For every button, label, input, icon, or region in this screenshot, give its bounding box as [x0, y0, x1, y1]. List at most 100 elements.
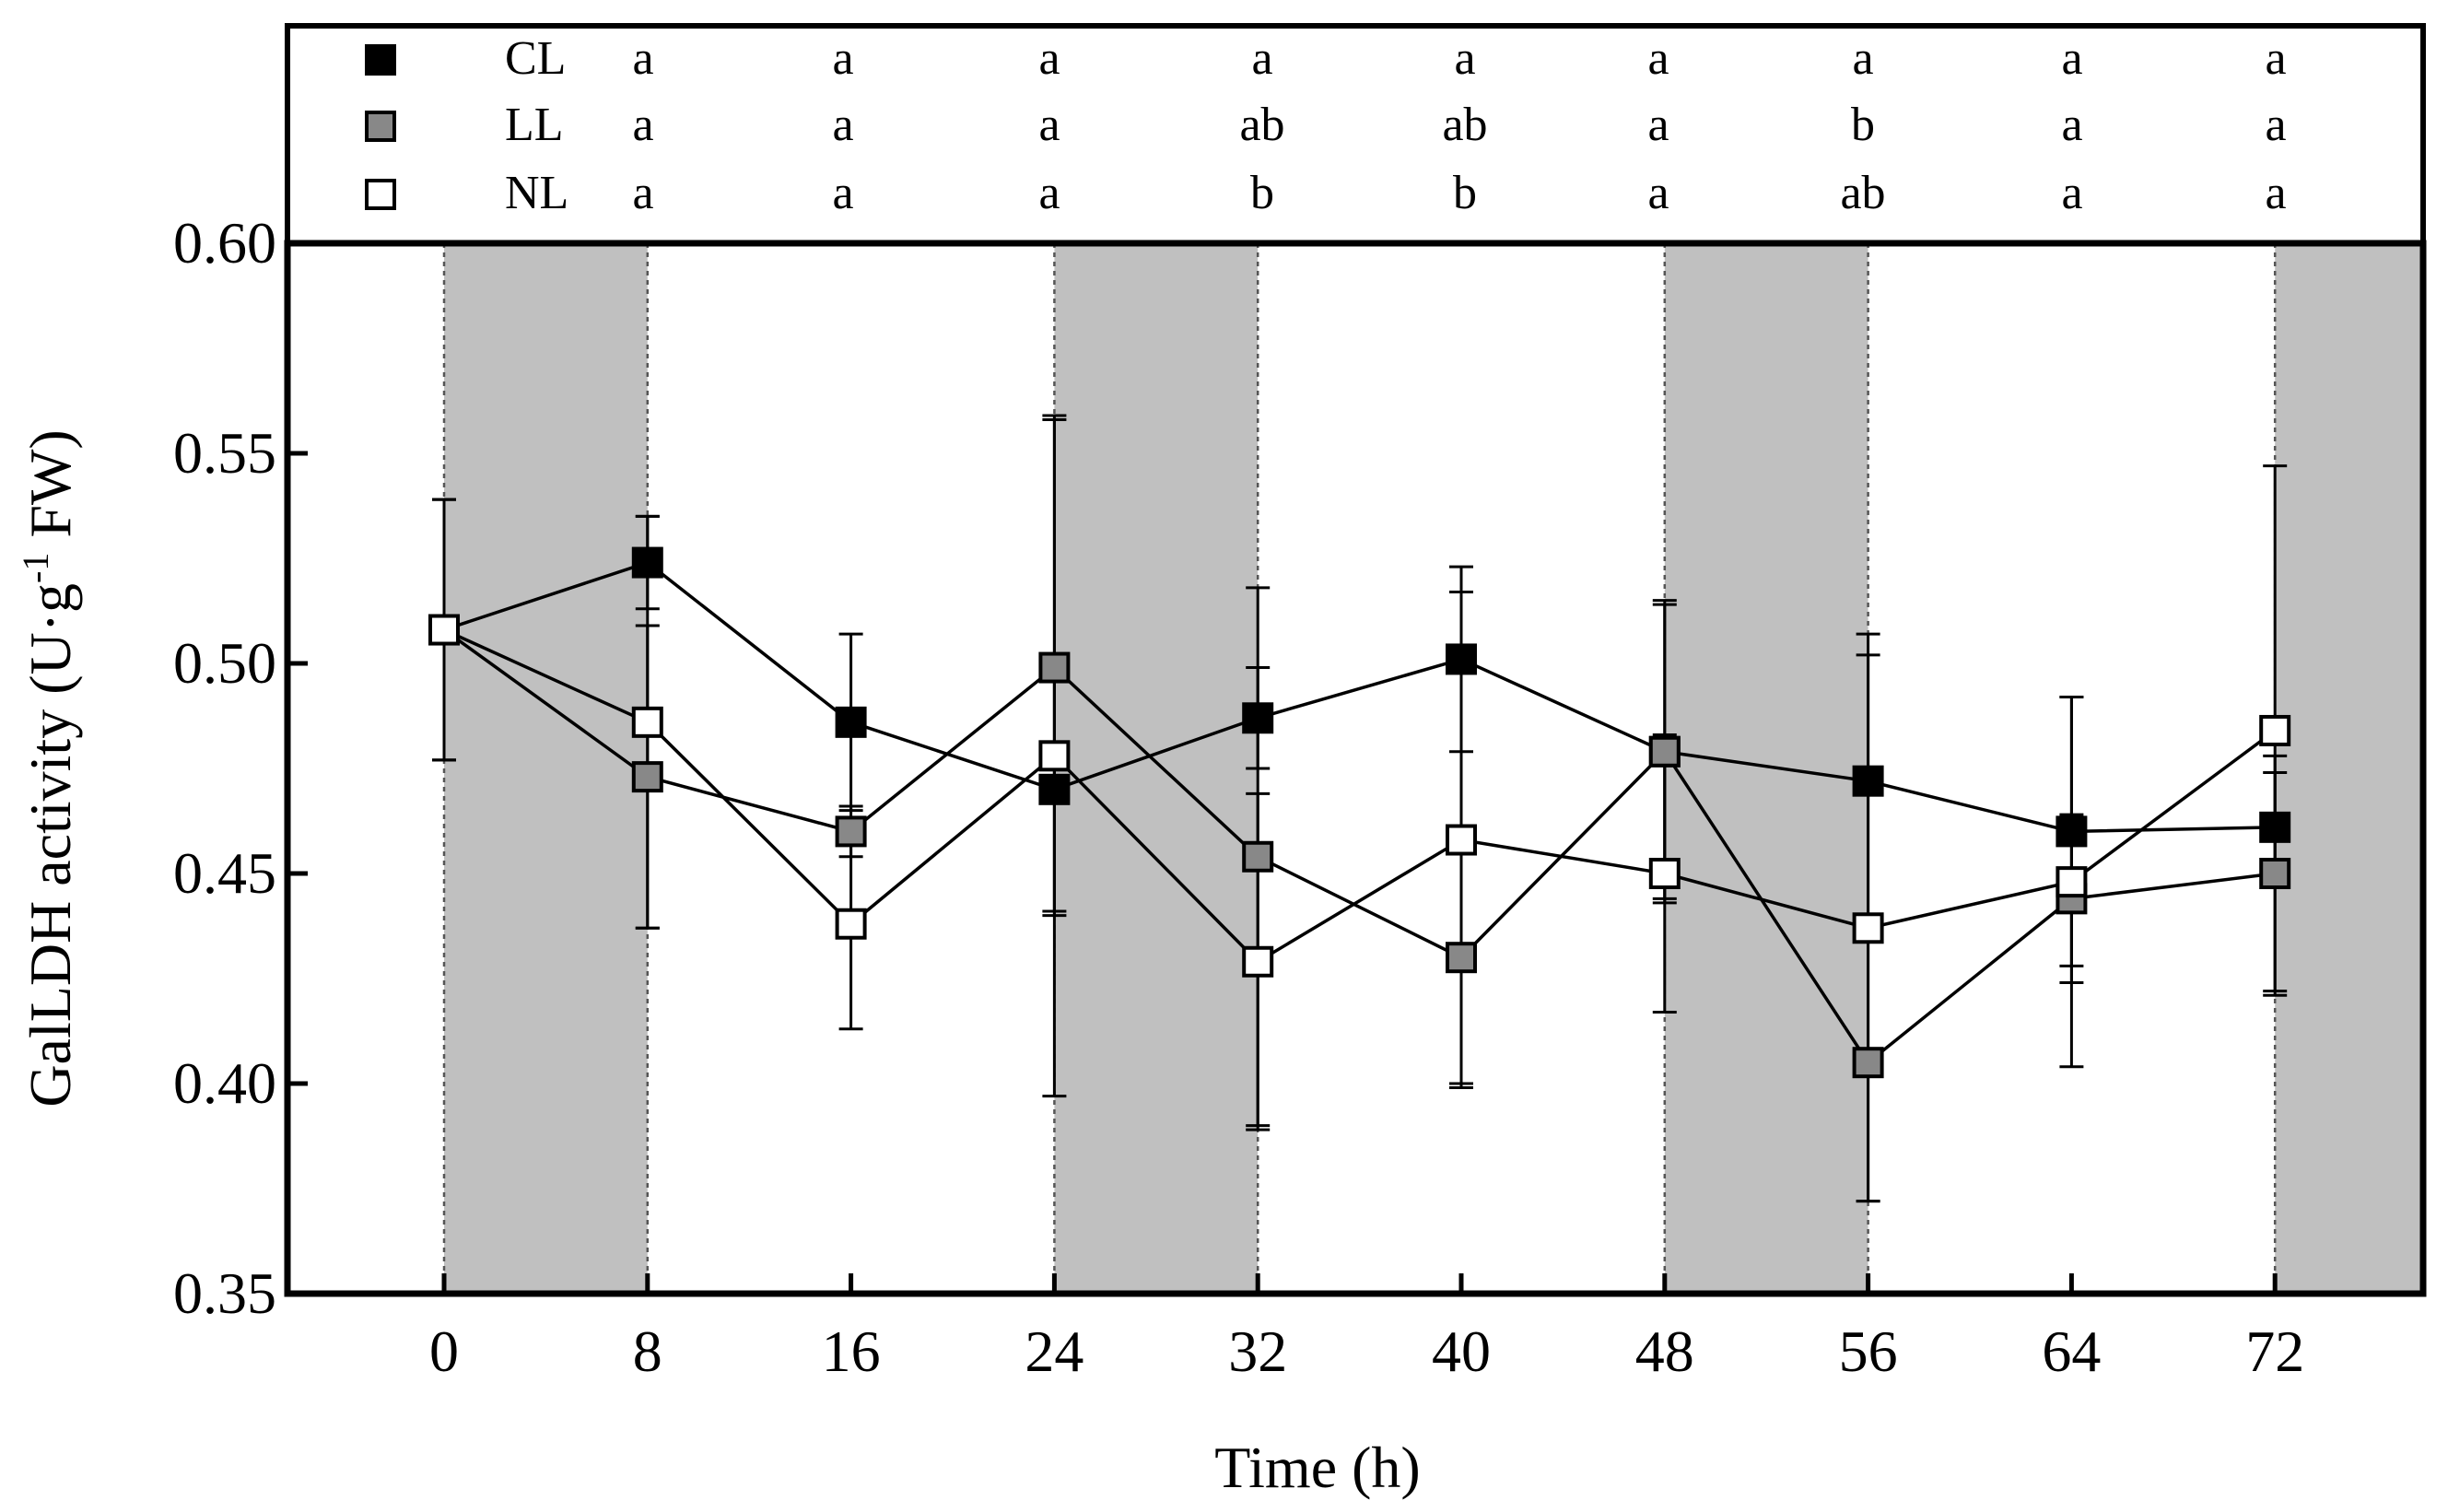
y-tick-label: 0.35	[173, 1260, 276, 1326]
y-axis-title: GalLDH activity (U·g-1 FW)	[15, 429, 83, 1107]
letter-LL-7: a	[2061, 99, 2082, 151]
letter-NL-7: a	[2061, 167, 2082, 219]
series-line	[443, 627, 2277, 964]
data-point	[2259, 714, 2291, 746]
significance-letters: a a a a a a a a aa a a ab ab a b a aa a a b b a ab a a	[632, 32, 2286, 219]
x-tick-label: 72	[2245, 1319, 2304, 1384]
letter-CL-7: a	[2061, 32, 2082, 85]
data-point	[631, 546, 663, 579]
data-point	[835, 815, 867, 848]
letter-CL-5: a	[1647, 32, 1669, 85]
data-point	[2259, 811, 2291, 843]
data-point	[1038, 740, 1071, 772]
x-tick-label: 40	[1432, 1319, 1491, 1384]
letter-LL-3: ab	[1239, 99, 1284, 151]
data-point	[2259, 858, 2291, 889]
legend-label-CL: CL	[505, 32, 566, 85]
data-point	[835, 908, 867, 940]
legend: CL LL NL	[365, 32, 568, 219]
data-point	[1648, 858, 1681, 889]
data-point	[835, 706, 867, 738]
letter-LL-8: a	[2265, 99, 2286, 151]
x-tick-label: 32	[1228, 1319, 1287, 1384]
letter-CL-0: a	[632, 32, 653, 85]
series-NL	[432, 414, 2288, 1203]
letter-NL-4: b	[1453, 167, 1477, 219]
dark-period-boundaries	[442, 243, 2277, 1294]
legend-box	[285, 23, 2426, 246]
y-axis-title-tail: FW)	[18, 429, 83, 552]
letter-LL-1: a	[832, 99, 853, 151]
data-point	[1242, 945, 1274, 978]
letter-CL-3: a	[1251, 32, 1272, 85]
letter-LL-2: a	[1038, 99, 1060, 151]
x-tick-label: 64	[2042, 1319, 2101, 1384]
dark-period-1	[1054, 243, 1259, 1294]
letter-CL-8: a	[2265, 32, 2286, 85]
markers-LL	[428, 614, 2291, 1079]
y-tick-label: 0.60	[173, 210, 276, 275]
legend-marker-LL	[365, 111, 396, 142]
series-layer	[428, 414, 2291, 1203]
data-point	[1446, 942, 1477, 974]
letter-LL-4: ab	[1442, 99, 1487, 151]
letter-NL-8: a	[2265, 167, 2286, 219]
legend-marker-CL	[365, 44, 396, 76]
y-tick-label: 0.45	[173, 840, 276, 906]
x-tick-label: 16	[822, 1319, 881, 1384]
letter-NL-6: ab	[1840, 167, 1885, 219]
data-point	[1446, 643, 1477, 675]
data-point	[1852, 1047, 1884, 1079]
x-axis-title: Time (h)	[1214, 1435, 1420, 1500]
letter-NL-1: a	[832, 167, 853, 219]
y-axis: 0.35 0.40 0.45 0.50 0.55 0.60	[173, 210, 308, 1326]
letter-CL-2: a	[1038, 32, 1060, 85]
data-point	[1242, 702, 1274, 734]
data-point	[1446, 824, 1477, 856]
letter-LL-0: a	[632, 99, 653, 151]
data-point	[1648, 735, 1681, 768]
letter-NL-3: b	[1250, 167, 1274, 219]
x-tick-label: 24	[1025, 1319, 1083, 1384]
legend-label-NL: NL	[505, 167, 568, 219]
series-line	[442, 628, 2276, 1065]
letter-NL-5: a	[1647, 167, 1669, 219]
y-axis-title-main: GalLDH activity (U·g	[18, 583, 83, 1108]
legend-label-LL: LL	[505, 99, 564, 151]
x-tick-label: 0	[429, 1319, 459, 1384]
data-point	[2056, 866, 2088, 898]
data-point	[631, 706, 663, 738]
letter-CL-6: a	[1852, 32, 1873, 85]
data-point	[1038, 651, 1071, 684]
letter-NL-0: a	[632, 167, 653, 219]
x-tick-label: 56	[1839, 1319, 1898, 1384]
plot-frame	[284, 240, 2427, 1297]
dark-period-2	[1664, 243, 1868, 1294]
letter-LL-6: b	[1851, 99, 1875, 151]
x-tick-label: 48	[1635, 1319, 1694, 1384]
data-point	[1852, 765, 1884, 797]
data-point	[1852, 912, 1884, 944]
markers-CL	[428, 546, 2291, 848]
y-axis-title-superscript: -1	[15, 553, 56, 583]
data-point	[428, 614, 460, 646]
dark-period-shading	[444, 243, 2423, 1294]
data-point	[631, 761, 663, 793]
letter-CL-4: a	[1454, 32, 1475, 85]
markers-NL	[428, 614, 2291, 978]
legend-marker-NL	[365, 179, 396, 210]
y-tick-label: 0.50	[173, 630, 276, 696]
letter-NL-2: a	[1038, 167, 1060, 219]
series-line	[443, 560, 2276, 834]
data-point	[2056, 815, 2088, 848]
y-tick-label: 0.55	[173, 420, 276, 486]
x-tick-label: 8	[633, 1319, 662, 1384]
series-LL	[432, 418, 2288, 1203]
dark-period-0	[444, 243, 648, 1294]
letter-LL-5: a	[1647, 99, 1669, 151]
data-point	[1242, 840, 1274, 873]
dark-period-3	[2275, 243, 2423, 1294]
letter-CL-1: a	[832, 32, 853, 85]
data-point	[1038, 773, 1071, 805]
